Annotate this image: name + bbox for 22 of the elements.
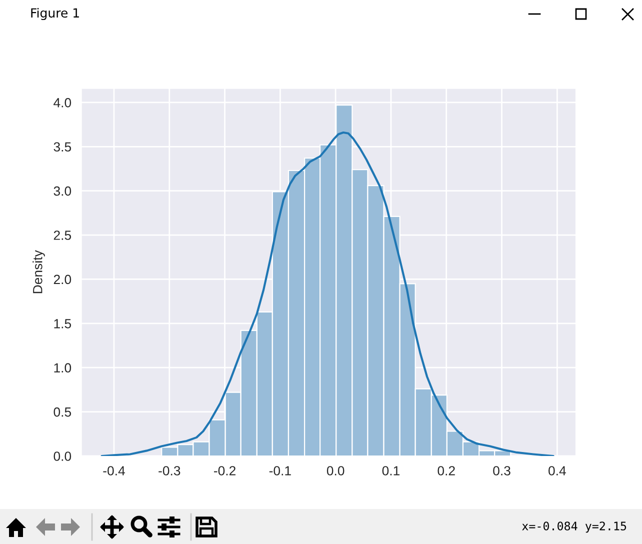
x-tick-label: -0.3 [158,466,180,476]
line-series [100,131,554,456]
x-tick-label: 0.1 [382,466,400,476]
y-tick-label: 3.0 [54,186,72,196]
y-tick-label: 4.0 [54,98,72,108]
y-tick-label: 1.5 [54,319,72,328]
x-tick-label: 0.0 [326,466,344,476]
x-tick-label: -0.2 [214,466,236,476]
y-tick-label: 0.5 [54,407,72,417]
y-tick-label: 2.5 [54,230,72,240]
caption: Figure 1 [31,8,79,20]
x-tick-label: -0.4 [103,466,125,476]
y-tick-label: 3.5 [54,142,72,152]
y-tick-label: 1.0 [54,363,72,373]
text: x=-0.084 y=2.15 [522,522,626,533]
y-axis-title: Density [32,250,45,294]
x-tick-label: 0.4 [548,466,566,476]
x-tick-label: 0.2 [438,466,455,476]
y-tick-label: 2.0 [54,274,72,284]
x-tick-label: 0.3 [493,466,510,476]
x-tick-label: -0.1 [269,466,291,476]
y-tick-label: 0.0 [54,452,72,461]
